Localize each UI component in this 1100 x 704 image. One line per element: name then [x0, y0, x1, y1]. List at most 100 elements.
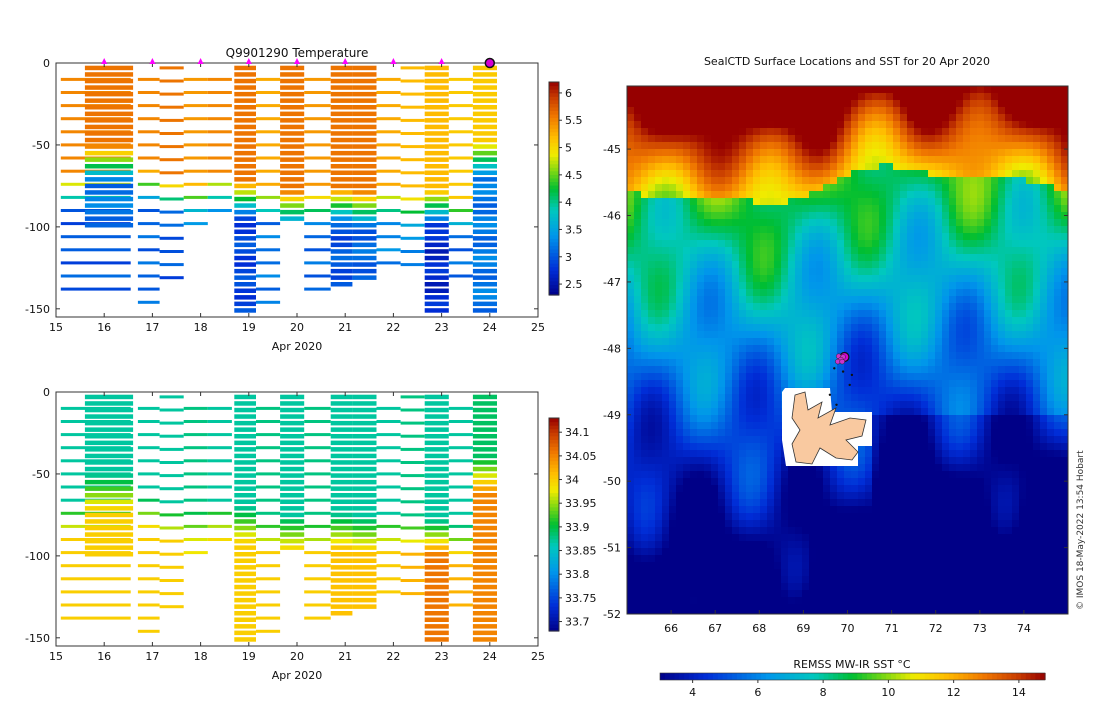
sst-cell [788, 205, 796, 213]
sst-cell [704, 513, 712, 521]
sst-cell [998, 415, 1006, 423]
sst-cell [704, 317, 712, 325]
sst-cell [963, 429, 971, 437]
sst-cell [921, 226, 929, 234]
sst-cell [697, 100, 705, 108]
sst-cell [641, 471, 649, 479]
sst-cell [1033, 303, 1041, 311]
profile-cell [425, 637, 449, 642]
sst-cell [704, 240, 712, 248]
sst-cell [823, 338, 831, 346]
sst-cell [991, 261, 999, 269]
sst-cell [851, 163, 859, 171]
sst-cell [1026, 191, 1034, 199]
sst-cell [893, 247, 901, 255]
sst-cell [1047, 142, 1055, 150]
sst-cell [851, 352, 859, 360]
sst-cell [809, 345, 817, 353]
sst-cell [1012, 415, 1020, 423]
profile-cell [160, 553, 184, 556]
sst-cell [662, 450, 670, 458]
sst-cell [746, 93, 754, 101]
sst-cell [949, 156, 957, 164]
sst-cell [676, 317, 684, 325]
sst-cell [676, 114, 684, 122]
sst-cell [753, 499, 761, 507]
sst-cell [1012, 457, 1020, 465]
sst-cell [1005, 86, 1013, 94]
sst-cell [991, 457, 999, 465]
sst-cell [900, 331, 908, 339]
sst-cell [753, 240, 761, 248]
sst-cell [683, 121, 691, 129]
sst-cell [837, 93, 845, 101]
sst-cell [984, 93, 992, 101]
sst-cell [662, 513, 670, 521]
sst-cell [907, 303, 915, 311]
sst-cell [746, 394, 754, 402]
profile-cell [234, 249, 256, 254]
profile-cell [280, 480, 304, 485]
sst-cell [746, 296, 754, 304]
sst-cell [718, 513, 726, 521]
colorbar-cell [549, 192, 559, 196]
sst-cell [641, 114, 649, 122]
sst-cell [1061, 415, 1069, 423]
profile-cell [377, 512, 401, 515]
sst-cell [823, 247, 831, 255]
profile-cell [234, 526, 256, 531]
profile-cell [138, 630, 160, 633]
sst-cell [1040, 261, 1048, 269]
sst-cell [1026, 254, 1034, 262]
sst-cell [1019, 478, 1027, 486]
sst-cell [704, 233, 712, 241]
sst-cell [893, 408, 901, 416]
profile-cell [377, 420, 401, 423]
sst-cell [739, 310, 747, 318]
sst-cell [1033, 254, 1041, 262]
sst-cell [795, 86, 803, 94]
sst-cell [641, 205, 649, 213]
profile-cell [331, 434, 353, 439]
sst-cell [704, 310, 712, 318]
sst-cell [634, 184, 642, 192]
colorbar-tick-label: 33.8 [565, 568, 590, 581]
sst-cell [858, 387, 866, 395]
sst-cell [1033, 163, 1041, 171]
sst-cell [1026, 471, 1034, 479]
sst-cell [1005, 275, 1013, 283]
sst-cell [725, 450, 733, 458]
sst-cell [893, 289, 901, 297]
sst-cell [1033, 408, 1041, 416]
sst-cell [781, 366, 789, 374]
sst-cell [886, 198, 894, 206]
sst-cell [907, 121, 915, 129]
sst-cell [935, 436, 943, 444]
sst-cell [648, 128, 656, 136]
sst-cell [1054, 240, 1062, 248]
sst-cell [942, 352, 950, 360]
sst-cell [690, 198, 698, 206]
sst-cell [851, 170, 859, 178]
sst-cell [900, 233, 908, 241]
sst-cell [977, 296, 985, 304]
sst-cell [991, 310, 999, 318]
sst-cell [942, 268, 950, 276]
sst-cell [683, 345, 691, 353]
sst-cell [1033, 429, 1041, 437]
sst-cell [928, 331, 936, 339]
profile-cell [138, 130, 160, 133]
profile-cell [473, 559, 497, 564]
sst-cell [1033, 499, 1041, 507]
sst-cell [739, 513, 747, 521]
profile-cell [280, 98, 304, 103]
sst-cell [900, 345, 908, 353]
sst-cell [739, 380, 747, 388]
sst-cell [690, 457, 698, 465]
sst-cell [669, 156, 677, 164]
sst-cell [802, 492, 810, 500]
sst-cell [648, 261, 656, 269]
sst-cell [732, 268, 740, 276]
sst-cell [998, 121, 1006, 129]
sst-cell [844, 219, 852, 227]
